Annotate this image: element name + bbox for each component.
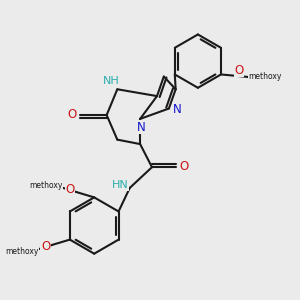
Text: O: O <box>67 108 76 121</box>
Text: O: O <box>179 160 189 173</box>
Text: methoxy: methoxy <box>248 72 282 81</box>
Text: methoxy: methoxy <box>5 247 38 256</box>
Text: O: O <box>41 240 50 253</box>
Text: O: O <box>65 183 74 196</box>
Text: HN: HN <box>112 180 129 190</box>
Text: N: N <box>137 121 146 134</box>
Text: NH: NH <box>102 76 119 86</box>
Text: methoxy: methoxy <box>29 181 63 190</box>
Text: O: O <box>234 64 244 76</box>
Text: N: N <box>173 103 182 116</box>
